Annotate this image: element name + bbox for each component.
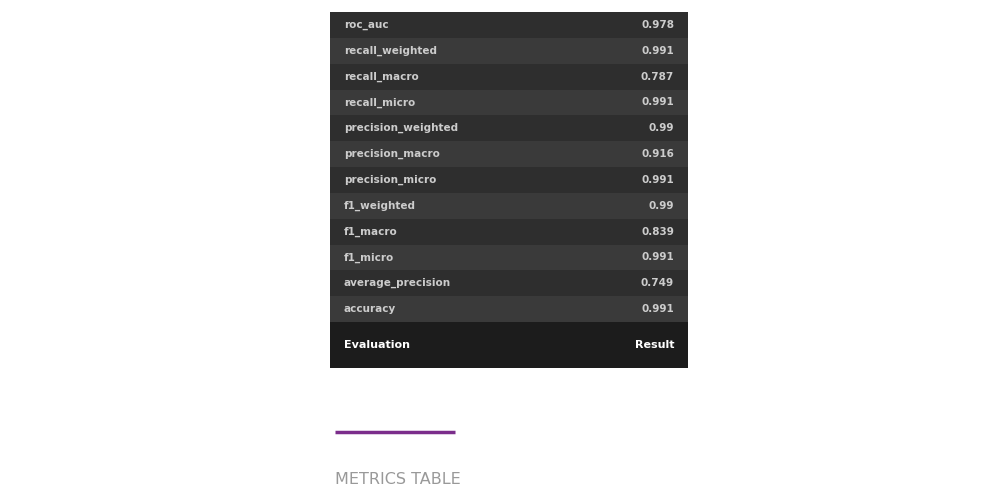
FancyBboxPatch shape: [330, 167, 688, 193]
FancyBboxPatch shape: [330, 193, 688, 218]
Text: recall_micro: recall_micro: [344, 98, 415, 108]
Text: precision_weighted: precision_weighted: [344, 123, 458, 134]
Text: 0.787: 0.787: [641, 72, 674, 82]
FancyBboxPatch shape: [330, 116, 688, 141]
Text: recall_weighted: recall_weighted: [344, 46, 437, 56]
Text: 0.991: 0.991: [641, 252, 674, 262]
Text: 0.978: 0.978: [641, 20, 674, 30]
Text: 0.749: 0.749: [641, 278, 674, 288]
Text: precision_micro: precision_micro: [344, 175, 436, 185]
Text: 0.991: 0.991: [641, 304, 674, 314]
Text: recall_macro: recall_macro: [344, 72, 419, 82]
FancyBboxPatch shape: [330, 296, 688, 322]
Text: accuracy: accuracy: [344, 304, 396, 314]
Text: 0.916: 0.916: [641, 149, 674, 159]
Text: 0.839: 0.839: [641, 226, 674, 236]
Text: precision_macro: precision_macro: [344, 149, 440, 159]
Text: f1_weighted: f1_weighted: [344, 200, 416, 211]
Text: 0.99: 0.99: [648, 123, 674, 133]
Text: Evaluation: Evaluation: [344, 340, 410, 350]
FancyBboxPatch shape: [330, 12, 688, 38]
Text: 0.991: 0.991: [641, 175, 674, 185]
Text: average_precision: average_precision: [344, 278, 451, 288]
FancyBboxPatch shape: [330, 64, 688, 90]
FancyBboxPatch shape: [330, 270, 688, 296]
Text: f1_macro: f1_macro: [344, 226, 398, 236]
FancyBboxPatch shape: [330, 244, 688, 270]
FancyBboxPatch shape: [330, 38, 688, 64]
Text: f1_micro: f1_micro: [344, 252, 394, 262]
Text: 0.99: 0.99: [648, 200, 674, 211]
Text: METRICS TABLE: METRICS TABLE: [335, 472, 461, 487]
Text: roc_auc: roc_auc: [344, 20, 389, 30]
FancyBboxPatch shape: [330, 141, 688, 167]
Text: 0.991: 0.991: [641, 98, 674, 108]
FancyBboxPatch shape: [330, 218, 688, 244]
FancyBboxPatch shape: [330, 322, 688, 368]
Text: 0.991: 0.991: [641, 46, 674, 56]
Text: Result: Result: [635, 340, 674, 350]
FancyBboxPatch shape: [330, 90, 688, 116]
